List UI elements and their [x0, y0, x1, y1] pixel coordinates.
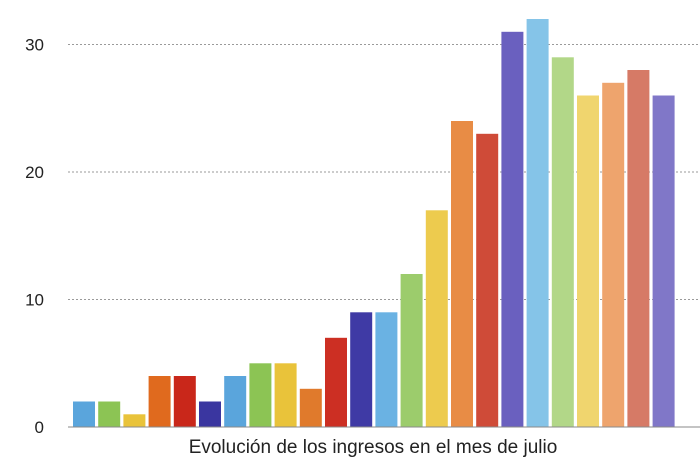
bar-23: [627, 70, 650, 427]
bar-13: [375, 312, 398, 428]
y-tick-labels: 0 10 20 30: [25, 36, 44, 438]
bar-1: [73, 401, 95, 427]
bar-24: [652, 95, 675, 427]
bar-9: [274, 363, 297, 428]
bar-7: [224, 376, 247, 427]
bar-5: [173, 376, 196, 427]
bar-11: [325, 337, 347, 428]
bar-18: [501, 31, 524, 428]
bar-3: [123, 414, 146, 428]
y-tick-label-10: 10: [25, 291, 44, 310]
y-tick-label-30: 30: [25, 36, 44, 55]
y-tick-label-0: 0: [35, 418, 44, 437]
bar-20: [551, 57, 574, 428]
bar-4: [148, 376, 171, 427]
bars: [73, 19, 675, 428]
bar-2: [98, 401, 121, 427]
gridlines: [68, 44, 700, 300]
x-axis-label: Evolución de los ingresos en el mes de j…: [189, 437, 558, 458]
bar-6: [199, 401, 221, 427]
bar-17: [476, 133, 499, 428]
bar-21: [577, 95, 599, 427]
bar-12: [350, 312, 373, 428]
bar-19: [526, 19, 549, 427]
bar-22: [602, 82, 625, 428]
bar-16: [451, 121, 473, 427]
bar-15: [425, 210, 448, 428]
bar-10: [299, 388, 322, 428]
bar-14: [400, 274, 423, 427]
y-tick-label-20: 20: [25, 163, 44, 182]
bar-8: [249, 363, 272, 428]
